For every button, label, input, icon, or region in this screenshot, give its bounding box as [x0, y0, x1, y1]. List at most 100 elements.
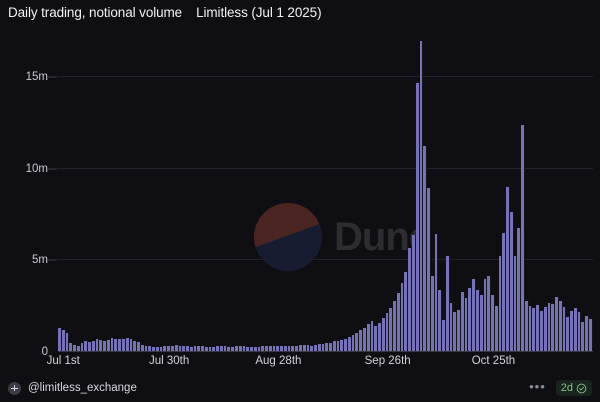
bar[interactable] [427, 187, 431, 351]
bar[interactable] [91, 340, 96, 351]
bar[interactable] [325, 343, 330, 351]
bar[interactable] [385, 313, 390, 351]
bar[interactable] [268, 346, 273, 351]
bar[interactable] [566, 317, 571, 351]
bar[interactable] [306, 345, 311, 351]
bar[interactable] [84, 341, 89, 351]
bar[interactable] [423, 145, 428, 351]
bar[interactable] [69, 343, 74, 351]
bar[interactable] [118, 339, 123, 351]
bar[interactable] [491, 295, 495, 351]
bar[interactable] [400, 283, 405, 351]
bar[interactable] [555, 296, 559, 351]
bar[interactable] [558, 301, 563, 351]
bar[interactable] [65, 333, 70, 351]
bar[interactable] [103, 340, 107, 351]
bar[interactable] [408, 248, 412, 351]
bar[interactable] [95, 339, 100, 351]
bar[interactable] [246, 346, 251, 351]
bar[interactable] [445, 255, 450, 351]
bar[interactable] [479, 295, 484, 351]
bar[interactable] [509, 211, 514, 351]
bar[interactable] [359, 329, 364, 351]
bar[interactable] [58, 328, 62, 351]
bar[interactable] [506, 186, 510, 351]
bar[interactable] [261, 346, 266, 351]
bar[interactable] [223, 346, 228, 351]
bar[interactable] [475, 289, 480, 351]
author-block[interactable]: @limitless_exchange [8, 381, 137, 395]
bar[interactable] [201, 346, 205, 351]
bar[interactable] [411, 235, 416, 351]
bar[interactable] [295, 345, 299, 351]
bar[interactable] [125, 337, 130, 351]
bar[interactable] [186, 346, 190, 351]
bar[interactable] [329, 342, 333, 351]
bar[interactable] [291, 345, 296, 351]
bar[interactable] [280, 345, 284, 351]
bar[interactable] [562, 306, 567, 351]
bar[interactable] [133, 341, 138, 351]
bar[interactable] [283, 346, 288, 351]
bar[interactable] [73, 344, 77, 351]
bar[interactable] [110, 338, 115, 351]
bar[interactable] [430, 275, 435, 351]
bar[interactable] [513, 255, 518, 351]
bar[interactable] [340, 340, 345, 351]
bar[interactable] [374, 325, 379, 351]
bar[interactable] [231, 346, 235, 351]
bar[interactable] [159, 346, 164, 351]
bar[interactable] [543, 306, 548, 351]
more-options-icon[interactable]: ••• [529, 379, 546, 394]
bar[interactable] [197, 345, 202, 351]
bar[interactable] [460, 292, 465, 351]
bar[interactable] [152, 346, 156, 351]
bar[interactable] [299, 345, 303, 351]
bar[interactable] [182, 346, 187, 351]
bar[interactable] [378, 322, 382, 351]
bar[interactable] [370, 321, 375, 351]
bar[interactable] [551, 304, 556, 351]
bar[interactable] [483, 279, 488, 351]
bar[interactable] [129, 338, 134, 351]
bar[interactable] [449, 303, 454, 351]
bar[interactable] [468, 287, 473, 351]
bar[interactable] [389, 307, 394, 351]
bar[interactable] [310, 345, 315, 351]
bar[interactable] [253, 346, 258, 351]
bar[interactable] [155, 347, 160, 351]
bar[interactable] [242, 346, 247, 351]
bar[interactable] [521, 125, 525, 351]
bar[interactable] [174, 345, 179, 351]
bar[interactable] [99, 340, 104, 351]
bar[interactable] [167, 346, 171, 351]
bar[interactable] [464, 297, 469, 351]
author-handle[interactable]: @limitless_exchange [28, 382, 137, 394]
bar[interactable] [76, 345, 81, 351]
bar[interactable] [227, 346, 232, 351]
bar[interactable] [419, 41, 424, 351]
bar[interactable] [265, 346, 269, 351]
bar[interactable] [208, 346, 213, 351]
bar[interactable] [585, 316, 589, 351]
bar[interactable] [381, 317, 386, 351]
bar[interactable] [438, 290, 443, 351]
bar[interactable] [332, 341, 337, 351]
bar[interactable] [114, 339, 119, 351]
bar[interactable] [415, 83, 420, 351]
bar[interactable] [314, 344, 318, 351]
bar[interactable] [170, 345, 175, 351]
bar[interactable] [189, 346, 194, 351]
bar[interactable] [396, 293, 401, 351]
bar[interactable] [536, 305, 540, 351]
bar[interactable] [88, 342, 92, 351]
bar[interactable] [404, 272, 409, 351]
bar[interactable] [351, 334, 356, 351]
bar[interactable] [219, 346, 224, 351]
bar[interactable] [588, 318, 593, 351]
bar[interactable] [577, 312, 582, 351]
bar[interactable] [494, 306, 499, 351]
bar[interactable] [163, 346, 168, 351]
bar[interactable] [317, 344, 322, 351]
bar[interactable] [148, 346, 153, 351]
